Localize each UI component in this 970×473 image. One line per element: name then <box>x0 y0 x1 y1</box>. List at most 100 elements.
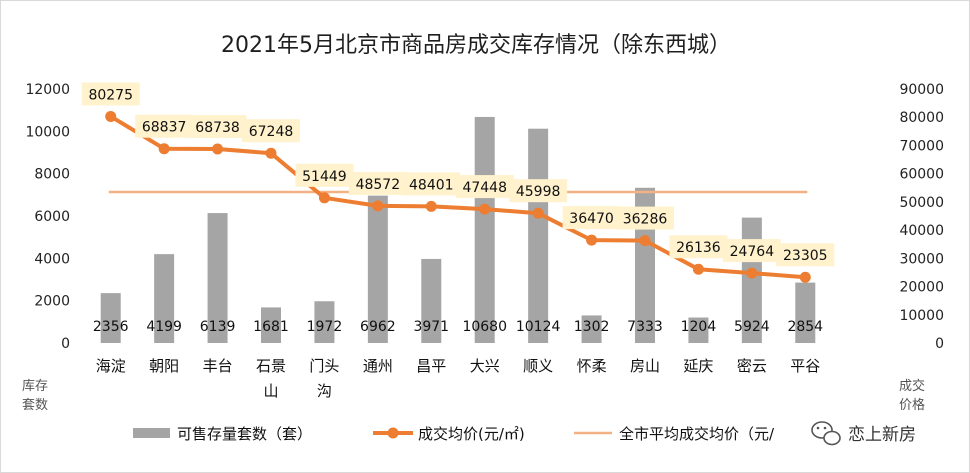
bar-石景山 <box>261 307 281 343</box>
bar-大兴 <box>474 116 495 343</box>
bar-value-label: 10124 <box>516 319 561 335</box>
price-point-石景山 <box>265 147 277 159</box>
price-value-label: 24764 <box>730 244 775 260</box>
left-tick-label: 12000 <box>25 82 70 98</box>
price-point-顺义 <box>532 207 544 219</box>
bar-朝阳 <box>154 254 175 343</box>
category-label: 延庆 <box>683 357 713 375</box>
bar-value-label: 5924 <box>734 319 770 335</box>
bar-value-label: 6962 <box>360 319 396 335</box>
price-value-label: 68837 <box>142 120 187 136</box>
bar-昌平 <box>421 258 442 343</box>
price-point-门头沟 <box>318 192 330 204</box>
price-label-box <box>188 115 247 139</box>
left-axis-note: 套数 <box>22 397 48 413</box>
watermark: 恋上新房 <box>800 414 952 452</box>
price-value-label: 80275 <box>88 87 133 103</box>
right-tick-label: 80000 <box>899 110 944 126</box>
watermark-bg <box>800 414 952 452</box>
bar-怀柔 <box>581 315 602 343</box>
price-label-box <box>135 114 194 138</box>
left-tick-label: 8000 <box>34 167 70 183</box>
bar-丰台 <box>207 213 228 343</box>
bar-data-labels: 2356 4199 6139 1681 1972 6962 3971 10680 10124 13… <box>93 319 823 335</box>
bar-value-label: 10680 <box>462 319 507 335</box>
wechat-bubble-small <box>823 430 841 446</box>
price-line <box>108 114 808 280</box>
price-point-平谷 <box>799 271 811 283</box>
price-label-box <box>242 119 300 143</box>
right-tick-label: 50000 <box>899 195 944 211</box>
price-value-label: 45998 <box>516 184 561 200</box>
price-value-label: 47448 <box>462 180 507 196</box>
left-tick-label: 4000 <box>34 251 70 267</box>
bar-value-label: 3971 <box>413 319 449 335</box>
price-label-box <box>776 243 835 267</box>
legend-bar-swatch <box>133 428 170 438</box>
bar-value-label: 2854 <box>787 319 823 335</box>
category-label: 平谷 <box>790 357 820 375</box>
category-label: 石景 <box>256 357 286 375</box>
price-point-朝阳 <box>158 143 170 155</box>
category-label: 门头 <box>309 357 339 375</box>
price-value-label: 51449 <box>302 169 347 185</box>
wechat-eye-right <box>823 426 827 430</box>
bar-value-label: 1204 <box>681 319 717 335</box>
wechat-bubble-large <box>811 421 833 439</box>
price-label-box <box>562 206 621 230</box>
category-label: 昌平 <box>416 357 446 375</box>
left-axis: 0 2000 4000 6000 8000 10000 12000 <box>25 82 70 352</box>
left-tick-label: 6000 <box>34 209 70 225</box>
wechat-eye-left <box>816 426 820 430</box>
price-value-label: 48401 <box>409 177 454 193</box>
price-value-label: 67248 <box>249 124 294 140</box>
price-point-昌平 <box>425 200 437 212</box>
price-point-通州 <box>372 200 384 212</box>
category-label: 怀柔 <box>577 357 607 375</box>
legend: 可售存量套数（套） 成交均价(元/㎡) 全市平均成交均价（元/ <box>133 425 775 443</box>
bar-value-label: 1302 <box>574 319 610 335</box>
right-tick-label: 20000 <box>899 280 944 296</box>
price-point-延庆 <box>692 263 704 275</box>
category-label: 顺义 <box>523 357 553 375</box>
price-value-label: 26136 <box>676 240 721 256</box>
price-point-密云 <box>746 267 758 279</box>
bar-门头沟 <box>314 301 335 343</box>
right-tick-label: 60000 <box>899 167 944 183</box>
category-label: 大兴 <box>470 357 500 375</box>
price-label-box <box>295 163 354 187</box>
right-tick-label: 90000 <box>899 82 944 98</box>
left-axis-note: 库存 <box>22 378 48 394</box>
bar-value-label: 6139 <box>200 319 236 335</box>
left-tick-label: 2000 <box>34 294 70 310</box>
price-value-label: 36286 <box>623 212 668 228</box>
chart-title: 2021年5月北京市商品房成交库存情况（除东西城） <box>221 33 731 58</box>
price-label-box <box>669 235 728 259</box>
legend-line-marker <box>387 427 399 439</box>
legend-line-label: 成交均价(元/㎡) <box>418 425 525 443</box>
bar-value-label: 7333 <box>627 319 663 335</box>
price-label-box <box>455 175 514 199</box>
bar-海淀 <box>100 293 121 343</box>
right-tick-label: 40000 <box>899 223 944 239</box>
price-point-海淀 <box>105 110 117 122</box>
price-label-box <box>402 172 461 196</box>
right-axis-note: 价格 <box>899 397 925 413</box>
right-tick-label: 10000 <box>899 308 944 324</box>
watermark-text: 恋上新房 <box>848 424 916 445</box>
bar-value-label: 1972 <box>307 319 343 335</box>
price-label-box <box>616 206 674 230</box>
bar-延庆 <box>688 317 709 343</box>
right-tick-label: 0 <box>935 336 944 352</box>
legend-bar-label: 可售存量套数（套） <box>177 425 312 443</box>
bar-value-label: 2356 <box>93 319 129 335</box>
price-value-label: 36470 <box>569 211 614 227</box>
price-point-怀柔 <box>586 234 598 246</box>
wechat-icon <box>811 421 841 446</box>
price-value-label: 68738 <box>195 120 240 136</box>
right-axis-note: 成交 <box>899 378 925 394</box>
right-axis: 0 10000 20000 30000 40000 50000 60000 70000 8000… <box>899 82 944 352</box>
